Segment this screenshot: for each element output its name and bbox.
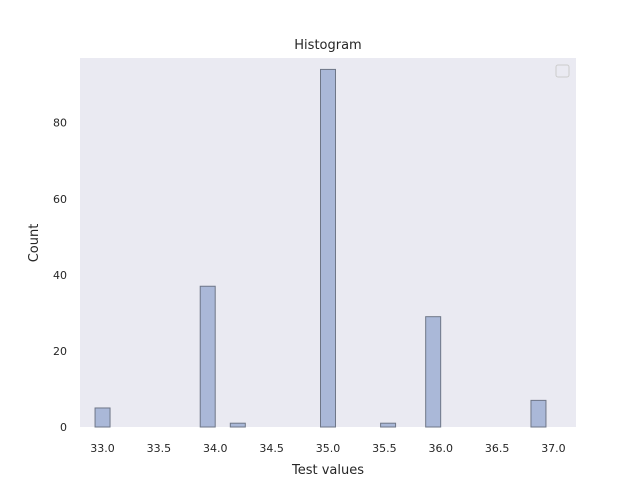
x-tick-labels: 33.0 33.5 34.0 34.5 35.0 35.5 36.0 36.5 37.0 xyxy=(90,442,565,455)
x-tick-label: 36.5 xyxy=(485,442,510,455)
histogram-bar xyxy=(229,422,246,428)
y-tick-labels: 0 20 40 60 80 xyxy=(53,117,67,434)
bars-group xyxy=(94,68,547,428)
histogram-bar xyxy=(530,399,547,428)
x-axis-label: Test values xyxy=(291,463,364,478)
histogram-bar xyxy=(320,68,336,428)
x-tick-label: 35.5 xyxy=(372,442,397,455)
x-tick-label: 37.0 xyxy=(541,442,566,455)
y-axis-label: Count xyxy=(27,224,42,263)
chart-title: Histogram xyxy=(294,38,361,53)
x-tick-label: 34.5 xyxy=(259,442,284,455)
y-tick-label: 20 xyxy=(53,345,67,358)
histogram-bar xyxy=(199,285,216,428)
x-tick-label: 33.5 xyxy=(147,442,172,455)
y-tick-label: 60 xyxy=(53,193,67,206)
histogram-bar xyxy=(425,316,442,428)
x-tick-label: 35.0 xyxy=(316,442,341,455)
histogram-bar xyxy=(380,422,397,428)
y-tick-label: 40 xyxy=(53,269,67,282)
y-tick-label: 0 xyxy=(60,421,67,434)
x-tick-label: 33.0 xyxy=(90,442,115,455)
legend-box xyxy=(555,64,570,78)
x-tick-label: 36.0 xyxy=(428,442,453,455)
x-tick-label: 34.0 xyxy=(203,442,228,455)
histogram-bar xyxy=(94,407,111,428)
y-tick-label: 80 xyxy=(53,117,67,130)
